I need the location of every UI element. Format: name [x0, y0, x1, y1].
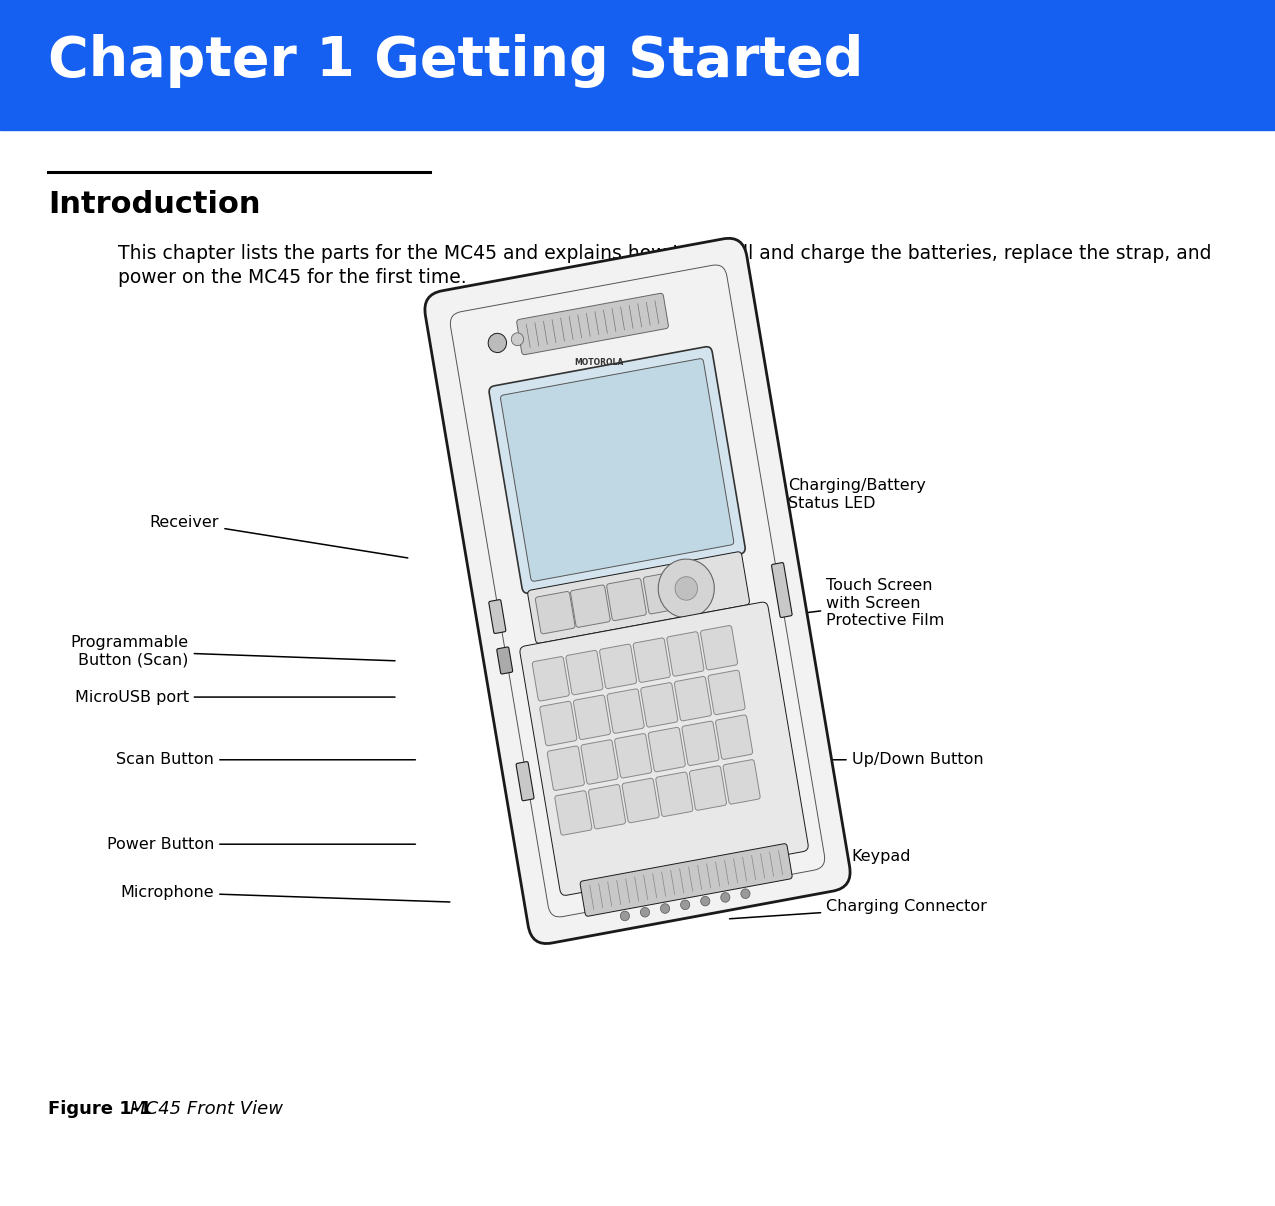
Text: MC45 Front View: MC45 Front View	[130, 1100, 283, 1118]
Circle shape	[488, 333, 506, 352]
FancyBboxPatch shape	[700, 626, 737, 671]
Text: Microphone: Microphone	[121, 885, 450, 902]
FancyBboxPatch shape	[532, 656, 570, 701]
Text: Programmable
Button (Scan): Programmable Button (Scan)	[70, 636, 395, 667]
FancyBboxPatch shape	[501, 358, 733, 581]
FancyBboxPatch shape	[648, 727, 686, 772]
Text: This chapter lists the parts for the MC45 and explains how to install and charge: This chapter lists the parts for the MC4…	[119, 245, 1211, 263]
FancyBboxPatch shape	[634, 638, 671, 683]
FancyBboxPatch shape	[622, 778, 659, 822]
FancyBboxPatch shape	[715, 715, 752, 760]
FancyBboxPatch shape	[490, 346, 745, 593]
FancyBboxPatch shape	[682, 721, 719, 766]
Bar	[0, 0, 1275, 130]
FancyBboxPatch shape	[528, 552, 750, 643]
Circle shape	[741, 889, 750, 898]
FancyBboxPatch shape	[539, 702, 576, 745]
Circle shape	[701, 896, 710, 906]
Circle shape	[660, 903, 669, 913]
Text: Power Button: Power Button	[107, 837, 416, 851]
FancyBboxPatch shape	[555, 791, 592, 835]
Text: Figure 1-1: Figure 1-1	[48, 1100, 152, 1118]
FancyBboxPatch shape	[599, 644, 636, 689]
Text: MicroUSB port: MicroUSB port	[74, 690, 395, 704]
FancyBboxPatch shape	[516, 762, 534, 801]
FancyBboxPatch shape	[536, 591, 575, 634]
FancyBboxPatch shape	[574, 695, 611, 739]
Circle shape	[640, 907, 649, 917]
FancyBboxPatch shape	[566, 650, 603, 695]
FancyBboxPatch shape	[723, 760, 760, 804]
FancyBboxPatch shape	[425, 239, 850, 943]
FancyBboxPatch shape	[708, 671, 745, 715]
Text: Touch Screen
with Screen
Protective Film: Touch Screen with Screen Protective Film	[691, 578, 945, 628]
FancyBboxPatch shape	[581, 739, 618, 784]
FancyBboxPatch shape	[690, 766, 727, 810]
Text: Chapter 1 Getting Started: Chapter 1 Getting Started	[48, 34, 863, 88]
Circle shape	[658, 560, 714, 617]
FancyBboxPatch shape	[516, 293, 668, 355]
FancyBboxPatch shape	[644, 572, 683, 614]
FancyBboxPatch shape	[607, 579, 646, 621]
FancyBboxPatch shape	[615, 733, 652, 778]
FancyBboxPatch shape	[589, 785, 626, 829]
Text: Charging/Battery
Status LED: Charging/Battery Status LED	[634, 479, 926, 548]
FancyBboxPatch shape	[580, 844, 792, 917]
Text: Up/Down Button: Up/Down Button	[780, 753, 983, 767]
FancyBboxPatch shape	[547, 747, 584, 790]
FancyBboxPatch shape	[570, 585, 611, 627]
FancyBboxPatch shape	[488, 599, 506, 633]
Circle shape	[511, 333, 524, 346]
Circle shape	[674, 576, 697, 601]
FancyBboxPatch shape	[655, 772, 692, 816]
FancyBboxPatch shape	[520, 602, 808, 895]
Circle shape	[681, 900, 690, 909]
Text: Introduction: Introduction	[48, 191, 260, 219]
Text: Charging Connector: Charging Connector	[729, 900, 987, 919]
Text: power on the MC45 for the first time.: power on the MC45 for the first time.	[119, 268, 467, 287]
Text: MOTOROLA: MOTOROLA	[574, 358, 623, 367]
FancyBboxPatch shape	[497, 646, 513, 674]
Circle shape	[621, 912, 630, 920]
Text: Keypad: Keypad	[742, 849, 912, 863]
FancyBboxPatch shape	[667, 632, 704, 677]
FancyBboxPatch shape	[771, 563, 792, 617]
FancyBboxPatch shape	[607, 689, 644, 733]
Text: Receiver: Receiver	[149, 515, 408, 558]
Text: Scan Button: Scan Button	[116, 753, 416, 767]
FancyBboxPatch shape	[674, 677, 711, 721]
Circle shape	[720, 892, 731, 902]
FancyBboxPatch shape	[641, 683, 678, 727]
